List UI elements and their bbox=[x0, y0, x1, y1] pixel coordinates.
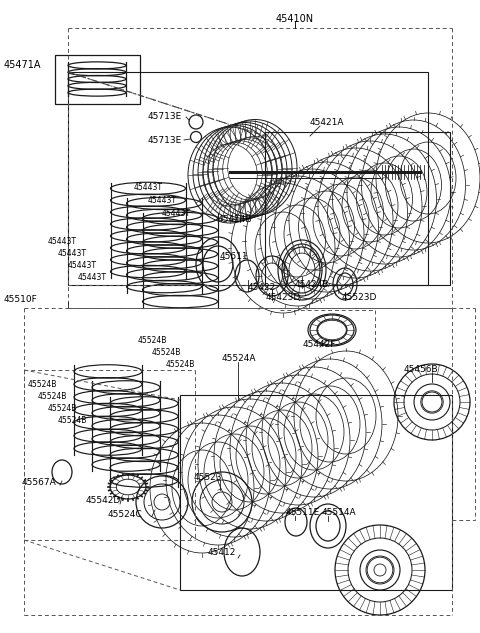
Bar bbox=[55, 55, 140, 104]
Text: 45524C: 45524C bbox=[108, 510, 143, 519]
Text: 45471A: 45471A bbox=[4, 60, 41, 70]
Text: 45611: 45611 bbox=[220, 252, 249, 261]
Text: 45524B: 45524B bbox=[58, 416, 87, 425]
Text: 45542D: 45542D bbox=[86, 496, 121, 505]
Text: 45524B: 45524B bbox=[38, 392, 67, 401]
Text: 45510F: 45510F bbox=[4, 295, 38, 304]
Text: 45524B: 45524B bbox=[28, 380, 58, 389]
Text: 45442F: 45442F bbox=[303, 340, 336, 349]
Text: 45443T: 45443T bbox=[78, 273, 107, 282]
Bar bbox=[180, 395, 452, 590]
Text: 45422: 45422 bbox=[248, 283, 276, 292]
Text: 45443T: 45443T bbox=[162, 209, 191, 218]
Text: 45443T: 45443T bbox=[58, 249, 87, 258]
Text: 45514A: 45514A bbox=[322, 508, 357, 517]
Text: 45443T: 45443T bbox=[68, 261, 97, 270]
Text: 45524A: 45524A bbox=[222, 354, 256, 363]
Text: 45524B: 45524B bbox=[48, 404, 77, 413]
Text: 45456B: 45456B bbox=[404, 365, 439, 374]
Text: 45523: 45523 bbox=[194, 473, 223, 482]
Text: 45443T: 45443T bbox=[148, 196, 177, 205]
Text: 45424B: 45424B bbox=[295, 280, 329, 289]
Text: 45443T: 45443T bbox=[48, 237, 77, 246]
Text: 45511E: 45511E bbox=[286, 508, 320, 517]
Text: 45421A: 45421A bbox=[310, 118, 345, 127]
Text: 45524B: 45524B bbox=[152, 348, 181, 357]
Text: 45713E: 45713E bbox=[148, 136, 182, 145]
Text: 45423D: 45423D bbox=[266, 293, 301, 302]
Bar bbox=[68, 72, 428, 285]
Text: 45523D: 45523D bbox=[342, 293, 377, 302]
Text: 45524B: 45524B bbox=[138, 336, 168, 345]
Text: 45524B: 45524B bbox=[166, 360, 195, 369]
Text: 45414B: 45414B bbox=[218, 215, 252, 224]
Bar bbox=[265, 132, 450, 285]
Text: 45713E: 45713E bbox=[148, 112, 182, 121]
Text: 45410N: 45410N bbox=[276, 14, 314, 24]
Text: 45412: 45412 bbox=[208, 548, 236, 557]
Text: 45567A: 45567A bbox=[22, 478, 57, 487]
Text: 45443T: 45443T bbox=[134, 183, 163, 192]
